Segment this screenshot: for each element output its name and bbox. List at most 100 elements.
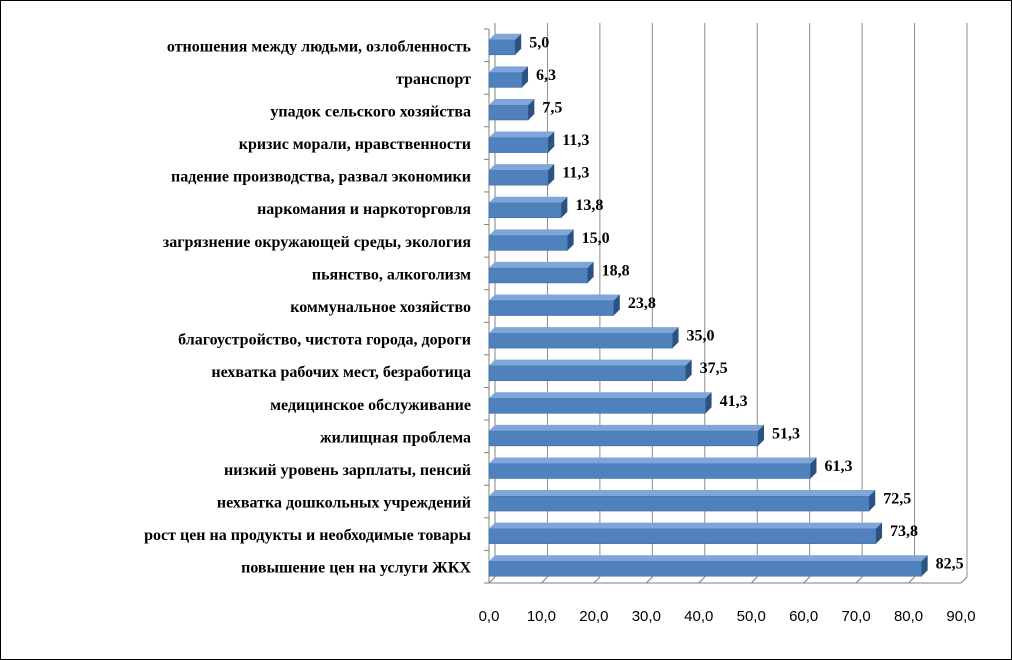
category-labels: повышение цен на услуги ЖКХ рост цен на п…: [144, 38, 471, 576]
data-label: 15,0: [582, 230, 610, 247]
category-label: рост цен на продукты и необходимые товар…: [144, 527, 471, 544]
bar-side: [672, 327, 679, 349]
category-label: кризис морали, нравственности: [239, 136, 471, 153]
bar: [488, 294, 620, 316]
bar-top: [489, 294, 620, 301]
category-label: нехватка рабочих мест, безработица: [211, 364, 471, 381]
bar: [488, 261, 594, 284]
bar-front: [488, 463, 811, 479]
bar-top: [489, 261, 594, 268]
bar-side: [522, 66, 529, 88]
bar-front: [488, 169, 549, 186]
bar-front: [488, 397, 706, 414]
bar-top: [489, 359, 692, 366]
bar-front: [488, 332, 673, 349]
bar: [488, 555, 928, 577]
category-label: загрязнение окружающей среды, экология: [163, 234, 472, 251]
bar-side: [758, 424, 765, 446]
category-label: упадок сельского хозяйства: [270, 103, 471, 120]
bar: [488, 392, 712, 414]
bar: [488, 131, 555, 153]
bar: [488, 33, 522, 56]
bar-side: [869, 490, 876, 512]
bar-side: [528, 98, 535, 120]
bar-side: [548, 164, 555, 186]
category-label: жилищная проблема: [320, 429, 471, 446]
bar-side: [515, 33, 522, 55]
category-label: коммунальное хозяйство: [290, 299, 471, 316]
bar-top: [489, 66, 529, 73]
data-label: 51,3: [772, 425, 800, 442]
x-tick-label: 20,0: [579, 608, 608, 625]
bar: [488, 424, 765, 447]
floor-tick: [645, 576, 653, 584]
category-label: пьянство, алкоголизм: [312, 266, 471, 283]
bar-top: [489, 229, 574, 236]
bar-front: [488, 235, 568, 251]
data-label: 18,8: [602, 262, 630, 279]
bars: [488, 33, 928, 577]
value-labels: 82,5 73,8 72,5 61,3 51,3 41,3 37,5 35,0 23,8 18,8…: [529, 34, 963, 572]
bar: [488, 229, 574, 251]
bar: [488, 196, 568, 219]
bar-front: [488, 137, 549, 153]
bar-side: [567, 229, 574, 251]
bar-front: [488, 202, 562, 219]
floor-tick: [698, 576, 706, 584]
x-tick-label: 50,0: [737, 608, 766, 625]
bar-top: [489, 555, 928, 562]
x-tick-label: 70,0: [842, 608, 871, 625]
x-tick-labels: 0,0 10,0 20,0 30,0 40,0 50,0 60,0 70,0 80,0 90,0: [479, 608, 976, 625]
bar-top: [489, 164, 555, 171]
category-label: транспорт: [396, 71, 471, 88]
data-label: 6,3: [536, 67, 556, 84]
x-tick-label: 30,0: [632, 608, 661, 625]
bar-front: [488, 365, 686, 381]
bar-top: [489, 196, 568, 203]
bar: [488, 522, 883, 544]
bar-front: [488, 39, 516, 56]
bar-side: [705, 392, 712, 414]
x-tick-label: 60,0: [789, 608, 818, 625]
bar-side: [561, 196, 568, 218]
bar-side: [876, 522, 883, 544]
bar-front: [488, 300, 615, 316]
bar-top: [489, 424, 765, 431]
bar-side: [613, 294, 620, 316]
category-label: падение производства, развал экономики: [171, 169, 471, 186]
data-label: 5,0: [529, 34, 549, 51]
bar-side: [587, 261, 594, 283]
bar-side: [685, 359, 692, 381]
bar: [488, 457, 817, 479]
bar-front: [488, 430, 759, 447]
bar-front: [488, 560, 922, 577]
bar-top: [489, 327, 679, 334]
bar-front: [488, 267, 588, 284]
x-tick-label: 80,0: [894, 608, 923, 625]
floor-tick: [855, 576, 863, 584]
data-label: 37,5: [700, 360, 728, 377]
bar: [488, 359, 692, 381]
bar-side: [548, 131, 555, 153]
bar-top: [489, 33, 522, 40]
bar-top: [489, 98, 535, 105]
floor-tick: [541, 576, 548, 584]
bar-top: [489, 522, 883, 529]
x-tick-label: 0,0: [479, 608, 500, 625]
category-label: низкий уровень зарплаты, пенсий: [224, 462, 471, 479]
floor-tick: [960, 576, 968, 584]
floor-tick: [908, 576, 915, 584]
data-label: 13,8: [575, 197, 603, 214]
data-label: 11,3: [562, 132, 589, 149]
bar-front: [488, 72, 523, 88]
data-label: 11,3: [562, 165, 589, 182]
x-tick-label: 40,0: [684, 608, 713, 625]
bar-front: [488, 528, 877, 544]
floor-tick: [803, 576, 811, 584]
data-label: 72,5: [883, 491, 911, 508]
data-label: 41,3: [720, 393, 748, 410]
bar: [488, 327, 679, 349]
data-label: 7,5: [542, 99, 562, 116]
data-label: 35,0: [687, 328, 715, 345]
